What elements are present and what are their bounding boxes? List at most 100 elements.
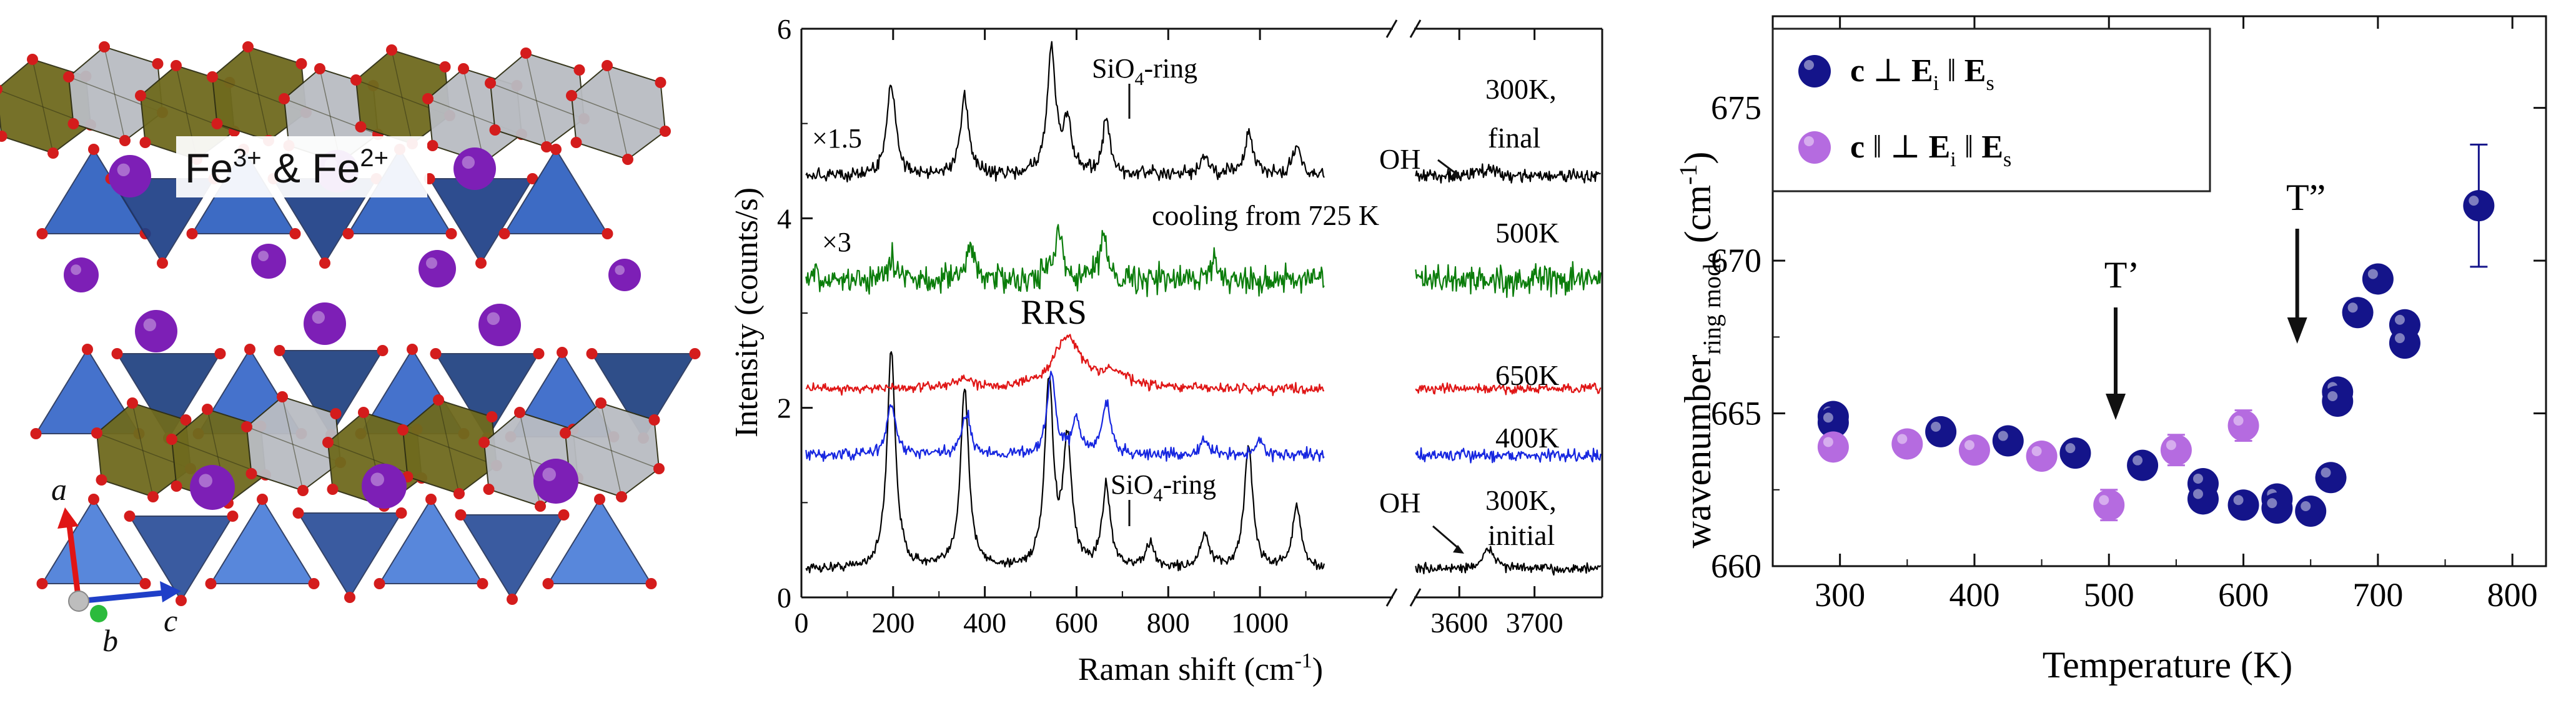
oxygen-atom	[602, 60, 613, 71]
iron-atom	[109, 155, 151, 197]
data-point-perp	[2463, 190, 2495, 222]
oxygen-atom	[648, 414, 660, 426]
blue-tetrahedron	[434, 353, 540, 439]
data-point-highlight	[1823, 412, 1833, 423]
series-label-300k-final-line2: final	[1488, 122, 1540, 154]
data-point-par	[1958, 434, 1990, 466]
blue-tetrahedron	[378, 498, 484, 584]
oxygen-atom	[124, 511, 136, 522]
crystal-label-fe3: Fe	[185, 145, 233, 191]
series-label-500k: 500K	[1495, 217, 1559, 249]
iron-atom	[135, 310, 177, 352]
oxygen-atom	[595, 397, 607, 409]
temp-x-tick-label: 500	[2084, 576, 2134, 614]
oxygen-atom	[279, 93, 290, 104]
series-label-400k: 400K	[1495, 422, 1559, 454]
oxygen-atom	[486, 411, 498, 422]
oxygen-atom	[344, 592, 355, 603]
data-point-perp	[2227, 489, 2259, 521]
data-point-perp	[1925, 416, 1957, 447]
raman-chart: 0 2 4 6 0 200 400 600 800 1000 3600 3700 300K, fina…	[729, 13, 1603, 687]
oxygen-atom	[308, 578, 320, 589]
data-point-highlight	[2327, 391, 2338, 401]
temp-y-tick-label: 675	[1711, 89, 1761, 127]
oxygen-atom	[289, 228, 301, 239]
oxygen-atom	[214, 348, 226, 359]
oxygen-atom	[483, 484, 495, 495]
oxygen-atom	[241, 421, 252, 432]
blue-tetrahedron	[116, 353, 222, 439]
axis-c-label: c	[164, 603, 177, 638]
oxygen-atom	[557, 347, 568, 358]
iron-atom	[251, 244, 286, 279]
data-point-par	[2160, 434, 2192, 466]
oxygen-atom	[139, 578, 151, 589]
oxygen-atom	[427, 140, 438, 151]
oxygen-atom	[527, 173, 538, 184]
oxygen-atom	[397, 424, 409, 436]
oxygen-atom	[655, 77, 666, 88]
iron-atom	[478, 304, 521, 346]
blue-tetrahedron	[503, 148, 609, 234]
raman-spectrum-500k	[805, 224, 1325, 297]
oxygen-atom	[478, 437, 490, 448]
oxygen-atom	[407, 344, 418, 355]
oxygen-atom	[207, 71, 218, 82]
oxygen-atom	[139, 137, 151, 148]
crystal-label-sup2: 2+	[360, 144, 389, 172]
data-point-par	[1817, 431, 1849, 463]
raman-x-tick-label: 800	[1147, 607, 1190, 639]
oxygen-atom	[36, 578, 48, 589]
data-point-highlight	[2031, 446, 2042, 456]
blue-tetrahedron	[547, 498, 653, 584]
oxygen-atom	[245, 468, 257, 479]
oxygen-atom	[295, 58, 307, 69]
iron-atom	[453, 147, 496, 190]
oxygen-atom	[297, 485, 309, 496]
oxygen-atom	[350, 74, 362, 86]
blue-tetrahedron	[209, 498, 315, 584]
raman-y-tick-label: 2	[777, 392, 791, 424]
raman-spectrum-650k-oh	[1415, 382, 1602, 396]
legend-marker-perp	[1798, 55, 1831, 87]
blue-tetrahedron	[297, 512, 403, 599]
blue-tetrahedron	[128, 516, 234, 602]
oxygen-atom	[594, 494, 605, 505]
sio4-annotation-bottom: SiO4-ring	[1111, 469, 1216, 506]
oxygen-atom	[475, 257, 487, 269]
oxygen-atom	[477, 578, 488, 589]
oxygen-atom	[445, 228, 457, 239]
oxygen-atom	[244, 344, 255, 355]
data-point-perp	[2342, 297, 2374, 329]
oxygen-atom	[616, 491, 627, 502]
temp-y-tick-label: 670	[1711, 242, 1761, 279]
blue-tetrahedron	[590, 353, 696, 439]
oxygen-atom	[570, 137, 582, 148]
axis-break-mark	[1385, 588, 1398, 607]
oxygen-atom	[322, 437, 334, 448]
rrs-annotation: RRS	[1021, 293, 1087, 332]
oxygen-atom	[227, 511, 239, 522]
raman-spectrum-300k-initial	[805, 351, 1325, 574]
raman-x-tick-label: 3600	[1430, 607, 1488, 639]
oxygen-atom	[660, 126, 671, 137]
data-point-highlight	[2233, 416, 2244, 426]
oxygen-atom	[602, 228, 613, 239]
raman-x-tick-label: 200	[871, 607, 914, 639]
oxygen-atom	[453, 488, 465, 499]
iron-atom	[190, 465, 235, 510]
oxygen-atom	[573, 64, 585, 76]
oxygen-atom	[171, 60, 182, 71]
oxygen-atom	[355, 121, 367, 132]
oxygen-atom	[157, 257, 168, 269]
oxygen-atom	[653, 463, 665, 474]
raman-y-axis-title: Intensity (counts/s)	[729, 187, 765, 437]
oxygen-atom	[386, 44, 397, 56]
oxygen-atom	[542, 578, 554, 589]
oxygen-atom	[535, 501, 546, 512]
temp-y-tick-label: 660	[1711, 547, 1761, 585]
crystal-structure-panel	[0, 41, 701, 606]
oxygen-atom	[119, 135, 131, 146]
oxygen-atom	[88, 494, 99, 505]
data-point-perp	[2322, 386, 2354, 417]
